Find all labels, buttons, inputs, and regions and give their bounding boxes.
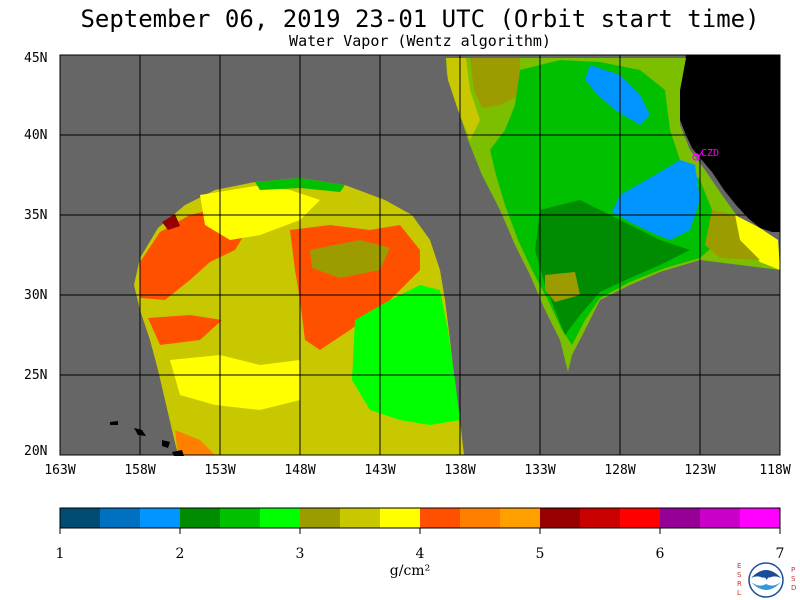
colorbar-swatch [580, 508, 620, 528]
lat-label-45n: 45N [24, 51, 48, 66]
lat-label-20n: 20N [24, 444, 48, 459]
swath-east-yellow-south [735, 215, 780, 270]
lon-label-158w: 158W [124, 463, 156, 478]
colorbar-swatch [660, 508, 700, 528]
colorbar-swatch [180, 508, 220, 528]
colorbar-tick-2: 2 [175, 546, 185, 562]
swath-west-green [352, 285, 460, 425]
hawaii-islands [110, 421, 184, 456]
station-label: CZD [701, 148, 719, 159]
swath-east-blue [585, 65, 650, 125]
colorbar-swatch [60, 508, 100, 528]
lon-label-133w: 133W [524, 463, 556, 478]
swath-west-orange-4 [175, 430, 215, 455]
swath-east-yellow-edge [446, 58, 480, 140]
land-north-america [678, 55, 780, 232]
lat-label-40n: 40N [24, 128, 48, 143]
map-frame [59, 54, 781, 456]
colorbar-swatch [100, 508, 140, 528]
lon-label-138w: 138W [444, 463, 476, 478]
lon-label-143w: 143W [364, 463, 396, 478]
swath-west-yellow [200, 186, 320, 240]
logo-center-text: NOAA [756, 577, 776, 584]
lat-label-25n: 25N [24, 368, 48, 383]
colorbar-swatch [420, 508, 460, 528]
colorbar-swatch [140, 508, 180, 528]
lon-label-118w: 118W [759, 463, 791, 478]
lat-label-35n: 35N [24, 208, 48, 223]
colorbar-tick-5: 5 [535, 546, 545, 562]
lon-label-123w: 123W [684, 463, 716, 478]
colorbar-swatch [500, 508, 540, 528]
graticule [60, 55, 780, 455]
chart-subtitle: Water Vapor (Wentz algorithm) [289, 32, 551, 50]
colorbar [59, 507, 781, 534]
swath-west-olive [310, 240, 390, 278]
colorbar-swatch [620, 508, 660, 528]
swath-east-darkgreen [535, 200, 690, 335]
swath-east-blue-2 [612, 160, 700, 240]
swath-east-olive [470, 58, 520, 108]
colorbar-swatch [260, 508, 300, 528]
swath-west-orange-3 [148, 315, 222, 345]
noaa-wave-icon [751, 582, 781, 590]
swath-west-darkred [162, 214, 180, 230]
swath-west-yellow-2 [170, 355, 300, 410]
colorbar-swatch [380, 508, 420, 528]
noaa-bird-icon [751, 570, 781, 580]
colorbar-swatch [340, 508, 380, 528]
colorbar-units: g/cm² [389, 563, 431, 579]
lon-label-153w: 153W [204, 463, 236, 478]
colorbar-swatch [700, 508, 740, 528]
lon-label-148w: 148W [284, 463, 316, 478]
colorbar-swatch [220, 508, 260, 528]
lon-label-163w: 163W [44, 463, 76, 478]
chart-title: September 06, 2019 23-01 UTC (Orbit star… [80, 5, 760, 33]
lat-label-30n: 30N [24, 288, 48, 303]
colorbar-tick-1: 1 [55, 546, 65, 562]
station-marker [692, 153, 700, 161]
colorbar-swatch [300, 508, 340, 528]
colorbar-tick-3: 3 [295, 546, 305, 562]
station-leader [698, 151, 703, 157]
colorbar-tick-4: 4 [415, 546, 425, 562]
colorbar-tick-6: 6 [655, 546, 665, 562]
swath-east-olive-south [705, 210, 760, 260]
lon-label-128w: 128W [604, 463, 636, 478]
colorbar-tick-7: 7 [775, 546, 785, 562]
colorbar-swatch [740, 508, 780, 528]
colorbar-swatch [460, 508, 500, 528]
colorbar-swatch [540, 508, 580, 528]
